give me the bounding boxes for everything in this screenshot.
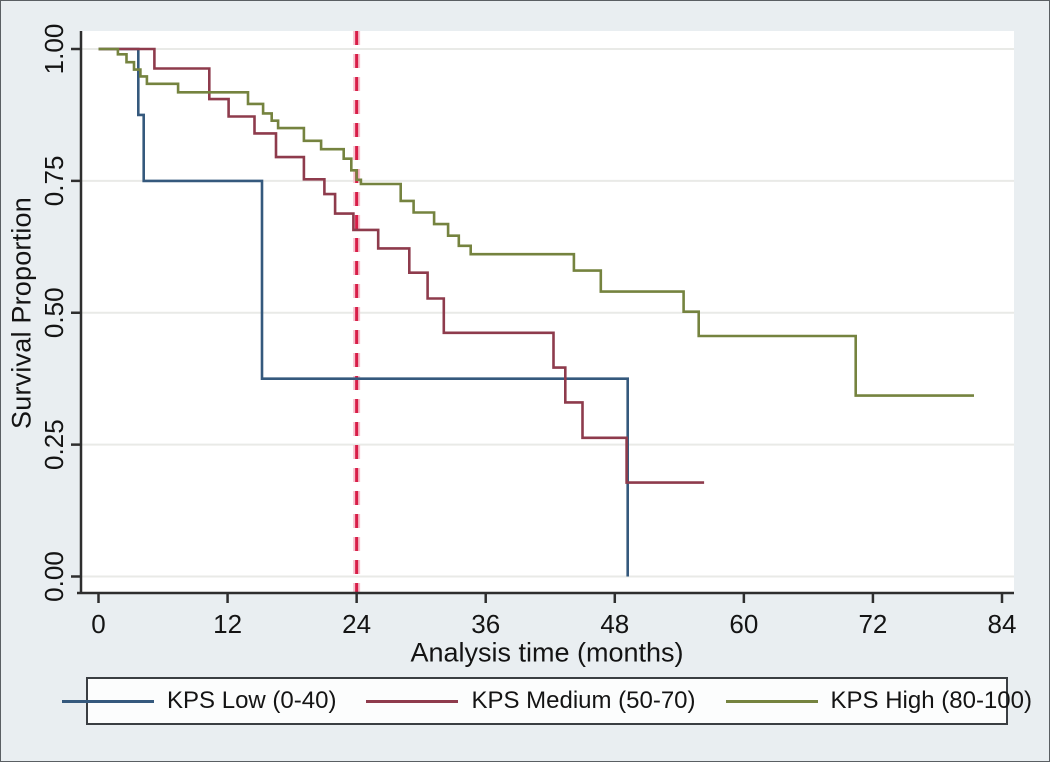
y-axis-title: Survival Proportion (6, 197, 37, 429)
y-tick-label-0.00: 0.00 (39, 551, 69, 602)
x-axis-title: Analysis time (months) (410, 637, 684, 668)
kps-medium-line-swatch (366, 699, 459, 703)
kps-low-legend-label: KPS Low (0-40) (167, 687, 337, 714)
legend-box: KPS Low (0-40) KPS Medium (50-70) KPS Hi… (62, 677, 1032, 725)
survival-curve-kps-medium-50-70- (98, 47, 705, 484)
y-tick-label-1.00: 1.00 (39, 24, 69, 75)
x-tick-label-84: 84 (988, 609, 1017, 639)
y-tick-label-0.25: 0.25 (39, 419, 69, 470)
kps-low-line-swatch (62, 699, 155, 703)
x-tick-label-60: 60 (729, 609, 758, 639)
legend-entry-kps-medium: KPS Medium (50-70) (366, 687, 696, 715)
x-tick-label-72: 72 (858, 609, 887, 639)
x-tick-label-36: 36 (471, 609, 500, 639)
kps-high-line-swatch (725, 699, 818, 703)
x-tick-label-12: 12 (213, 609, 242, 639)
y-tick-label-0.75: 0.75 (39, 156, 69, 207)
x-tick-label-48: 48 (600, 609, 629, 639)
legend-entry-kps-high: KPS High (80-100) (725, 687, 1032, 715)
y-tick-label-0.50: 0.50 (39, 287, 69, 338)
x-tick-label-24: 24 (342, 609, 371, 639)
x-tick-label-0: 0 (91, 609, 105, 639)
survival-curve-kps-low-0-40- (98, 47, 629, 577)
kps-high-legend-label: KPS High (80-100) (830, 687, 1032, 714)
survival-curve-kps-high-80-100- (98, 47, 974, 397)
kps-medium-legend-label: KPS Medium (50-70) (471, 687, 696, 714)
legend-entry-kps-low: KPS Low (0-40) (62, 687, 336, 715)
